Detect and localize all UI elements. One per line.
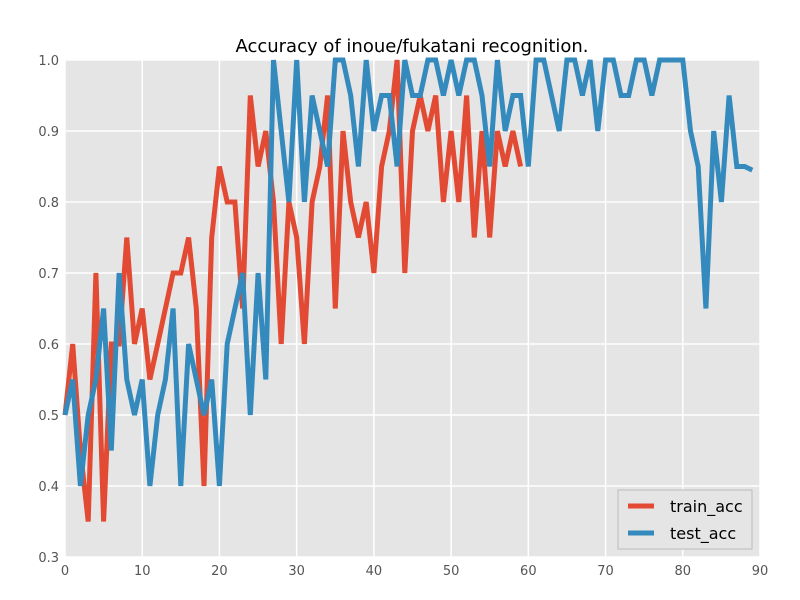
grid-lines (64, 59, 761, 558)
y-tick-label: 0.9 (38, 125, 59, 140)
y-tick-label: 0.6 (38, 338, 59, 353)
legend-label-test-acc: test_acc (670, 524, 736, 544)
x-tick-label: 10 (134, 564, 151, 579)
series-line-test-acc (62, 57, 754, 487)
x-tick-label: 90 (752, 564, 769, 579)
x-tick-label: 20 (211, 564, 228, 579)
x-tick-label: 70 (597, 564, 614, 579)
legend-box (617, 489, 753, 550)
legend: train_acc test_acc (617, 489, 753, 550)
x-tick-label: 30 (288, 564, 305, 579)
series-lines (62, 57, 754, 522)
x-tick-label: 80 (675, 564, 692, 579)
x-tick-label: 0 (61, 564, 69, 579)
y-tick-label: 1.0 (38, 54, 59, 69)
y-tick-label: 0.7 (38, 267, 59, 282)
x-tick-label: 50 (443, 564, 460, 579)
series-line-train-acc (62, 59, 524, 522)
x-axis-ticks: 0 10 20 30 40 50 60 70 80 90 (61, 564, 768, 579)
legend-label-train-acc: train_acc (670, 497, 743, 517)
y-tick-label: 0.5 (38, 409, 59, 424)
y-tick-label: 0.4 (38, 480, 59, 495)
x-tick-label: 40 (366, 564, 383, 579)
x-tick-label: 60 (520, 564, 537, 579)
y-tick-label: 0.8 (38, 196, 59, 211)
chart-title: Accuracy of inoue/fukatani recognition. (235, 36, 588, 57)
y-tick-label: 0.3 (38, 551, 59, 566)
y-axis-ticks: 0.3 0.4 0.5 0.6 0.7 0.8 0.9 1.0 (38, 54, 59, 566)
